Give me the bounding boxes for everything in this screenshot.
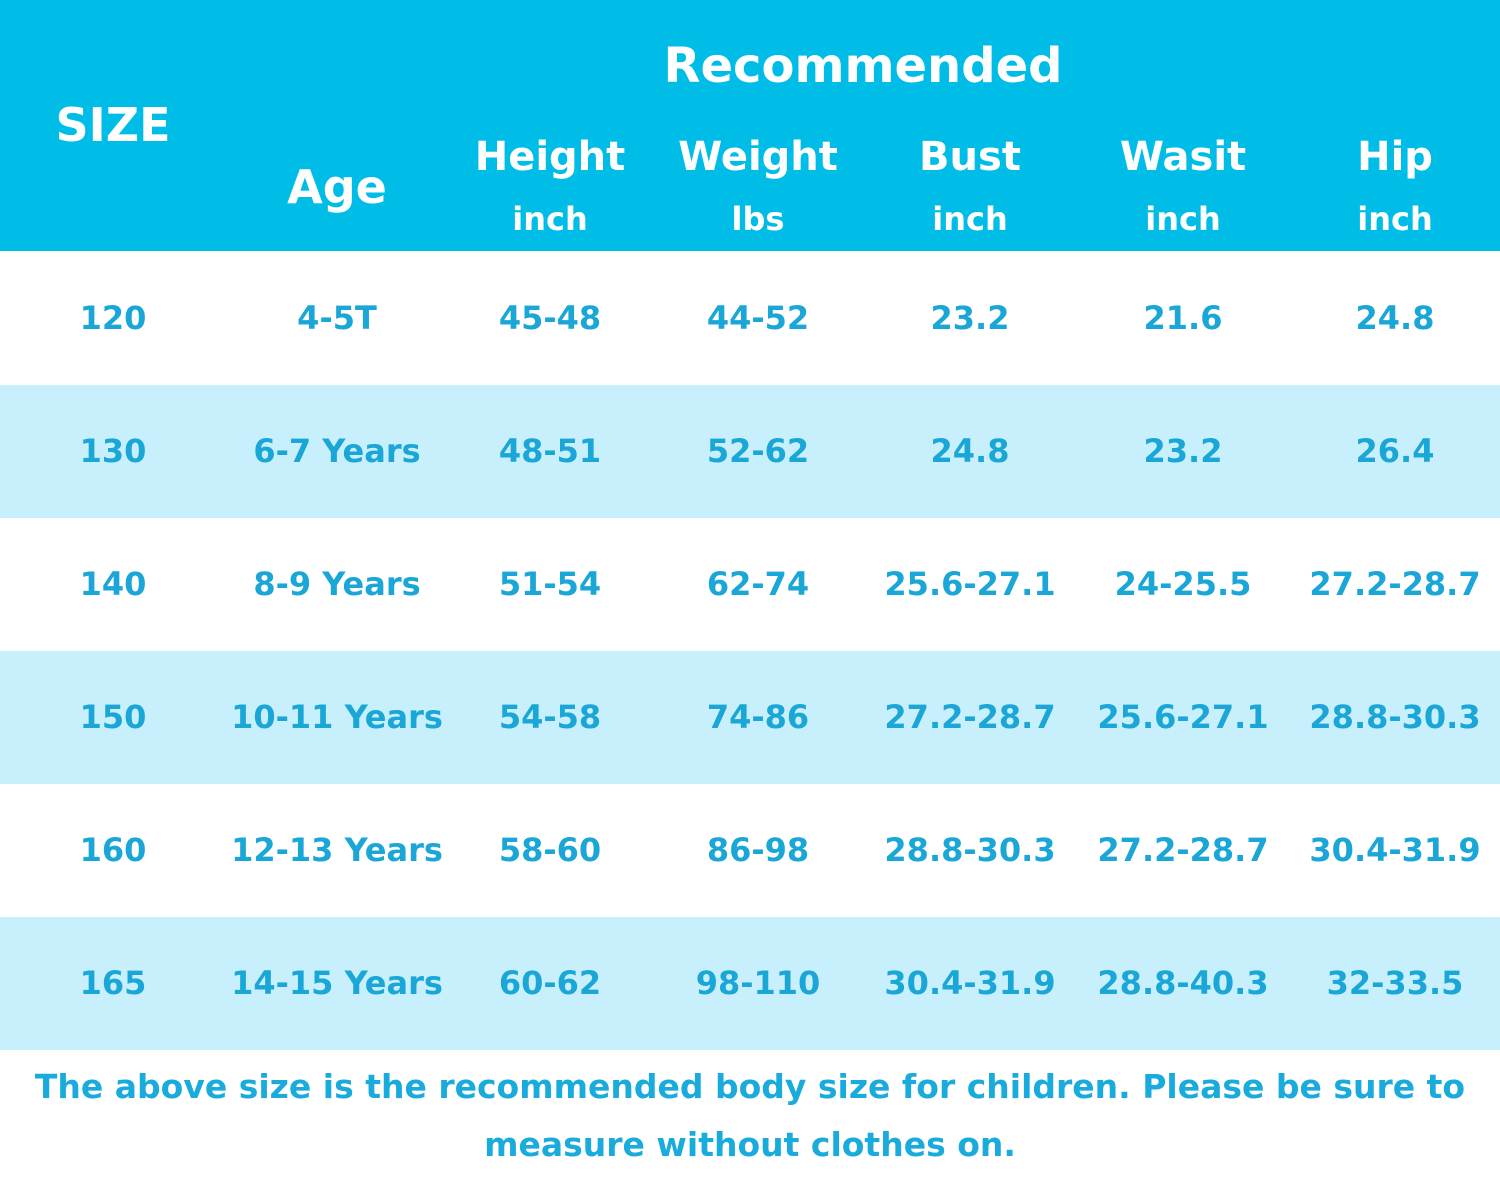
column-unit: inch: [512, 200, 588, 238]
table-cell: 23.2: [930, 299, 1010, 337]
table-cell: 48-51: [498, 432, 602, 470]
table-cell: 27.2-28.7: [884, 698, 1056, 736]
column-header: Age: [287, 160, 387, 214]
table-cell: 12-13 Years: [231, 831, 443, 869]
column-unit: inch: [932, 200, 1008, 238]
table-cell: 28.8-30.3: [1309, 698, 1481, 736]
table-cell: 8-9 Years: [253, 565, 421, 603]
table-cell: 140: [79, 565, 147, 603]
group-header: Recommended: [663, 38, 1063, 94]
column-unit: inch: [1357, 200, 1433, 238]
table-cell: 32-33.5: [1326, 964, 1464, 1002]
table-row: [0, 917, 1500, 1050]
table-row: [0, 784, 1500, 917]
header: [0, 0, 1500, 251]
table-cell: 27.2-28.7: [1097, 831, 1269, 869]
table-cell: 4-5T: [297, 299, 377, 337]
table-cell: 25.6-27.1: [1097, 698, 1269, 736]
table-cell: 45-48: [498, 299, 602, 337]
column-header: Hip: [1357, 134, 1433, 180]
table-cell: 23.2: [1143, 432, 1223, 470]
table-cell: 44-52: [706, 299, 810, 337]
table-cell: 21.6: [1143, 299, 1223, 337]
table-row: [0, 518, 1500, 651]
table-row: [0, 252, 1500, 385]
size-header: SIZE: [55, 98, 171, 152]
column-unit: lbs: [731, 200, 785, 238]
table-cell: 25.6-27.1: [884, 565, 1056, 603]
table-cell: 28.8-30.3: [884, 831, 1056, 869]
table-cell: 24-25.5: [1114, 565, 1252, 603]
column-unit: inch: [1145, 200, 1221, 238]
table-cell: 86-98: [706, 831, 810, 869]
table-row: [0, 651, 1500, 784]
table-cell: 150: [79, 698, 147, 736]
table-cell: 6-7 Years: [253, 432, 421, 470]
table-cell: 24.8: [930, 432, 1010, 470]
table-cell: 165: [79, 964, 147, 1002]
table-cell: 24.8: [1355, 299, 1435, 337]
table-cell: 26.4: [1355, 432, 1435, 470]
table-cell: 14-15 Years: [231, 964, 443, 1002]
column-header: Height: [474, 134, 626, 180]
table-cell: 30.4-31.9: [884, 964, 1056, 1002]
table-cell: 62-74: [706, 565, 810, 603]
table-cell: 54-58: [498, 698, 602, 736]
table-cell: 130: [79, 432, 147, 470]
footer-note: The above size is the recommended body s…: [34, 1067, 1466, 1164]
table-cell: 160: [79, 831, 147, 869]
table-cell: 60-62: [498, 964, 602, 1002]
table-cell: 98-110: [695, 964, 821, 1002]
column-header: Wasit: [1119, 134, 1247, 180]
table-cell: 10-11 Years: [231, 698, 443, 736]
column-header: Weight: [678, 134, 838, 180]
table-cell: 30.4-31.9: [1309, 831, 1481, 869]
table-cell: 52-62: [706, 432, 810, 470]
table-cell: 28.8-40.3: [1097, 964, 1269, 1002]
table-cell: 51-54: [498, 565, 602, 603]
column-header: Bust: [919, 134, 1021, 180]
table-cell: 27.2-28.7: [1309, 565, 1481, 603]
table-cell: 120: [79, 299, 147, 337]
table-cell: 74-86: [706, 698, 810, 736]
table-row: [0, 385, 1500, 518]
table-cell: 58-60: [498, 831, 602, 869]
